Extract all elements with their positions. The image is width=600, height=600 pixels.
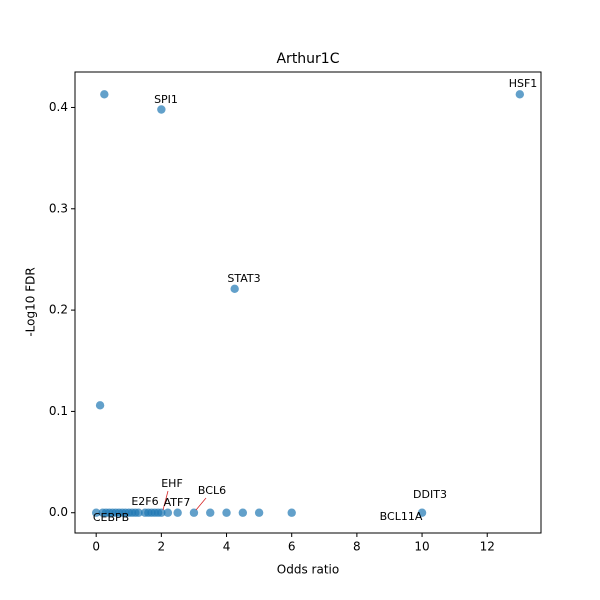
point [254,508,264,517]
x-axis-label: Odds ratio [277,563,339,577]
x-tick-label: 8 [353,540,361,554]
annotation: DDIT3 [413,488,447,501]
point [100,90,109,99]
point [173,508,182,517]
x-tick-label: 6 [288,540,296,554]
chart-title: Arthur1C [276,51,339,67]
annotation: ATF7 [164,496,191,509]
point [95,401,105,410]
point [206,508,215,517]
annotation: BCL6 [198,484,226,497]
y-tick-label: 0.0 [49,505,68,519]
annotation-leader [162,490,169,511]
annotation: HSF1 [509,77,538,90]
annotation-leader [195,497,207,511]
x-tick-label: 2 [158,540,166,554]
annotation: STAT3 [227,272,260,285]
y-tick-label: 0.1 [49,404,68,418]
annotation: E2F6 [131,495,158,508]
x-tick-label: 12 [480,540,495,554]
point [238,508,248,517]
point [163,508,173,517]
x-tick-label: 10 [414,540,429,554]
annotation: SPI1 [154,93,178,106]
point [91,508,101,517]
x-tick-label: 4 [223,540,231,554]
plot-frame [74,71,542,534]
y-tick-label: 0.2 [49,303,68,317]
y-tick-label: 0.3 [49,201,68,215]
annotation: BCL11A [380,510,423,523]
point [157,508,166,517]
point [189,508,199,517]
point [515,90,525,99]
y-axis-label: -Log10 FDR [24,267,38,336]
point [230,284,239,294]
annotation: CEBPB [93,511,129,524]
point [134,508,143,517]
point [157,105,166,114]
point [287,508,296,517]
x-tick-label: 0 [92,540,100,554]
point [222,508,231,517]
y-tick-label: 0.4 [49,100,68,114]
annotation: EHF [161,477,183,490]
point [417,508,427,517]
